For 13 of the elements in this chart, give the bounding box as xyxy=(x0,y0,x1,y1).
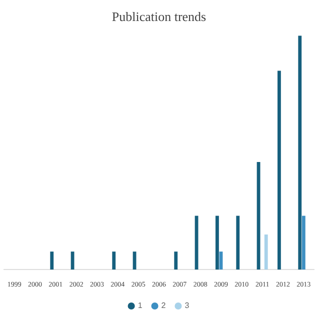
bar xyxy=(298,36,302,270)
chart-title: Publication trends xyxy=(112,9,206,24)
bar xyxy=(264,234,268,270)
bar xyxy=(236,216,240,270)
legend-label: 3 xyxy=(184,301,190,310)
bar xyxy=(50,252,54,270)
bar xyxy=(112,252,116,270)
legend-label: 1 xyxy=(138,301,143,310)
bar xyxy=(174,252,178,270)
bar xyxy=(278,70,281,270)
bar xyxy=(302,216,306,270)
legend-label: 2 xyxy=(161,301,166,310)
bar xyxy=(216,216,219,270)
